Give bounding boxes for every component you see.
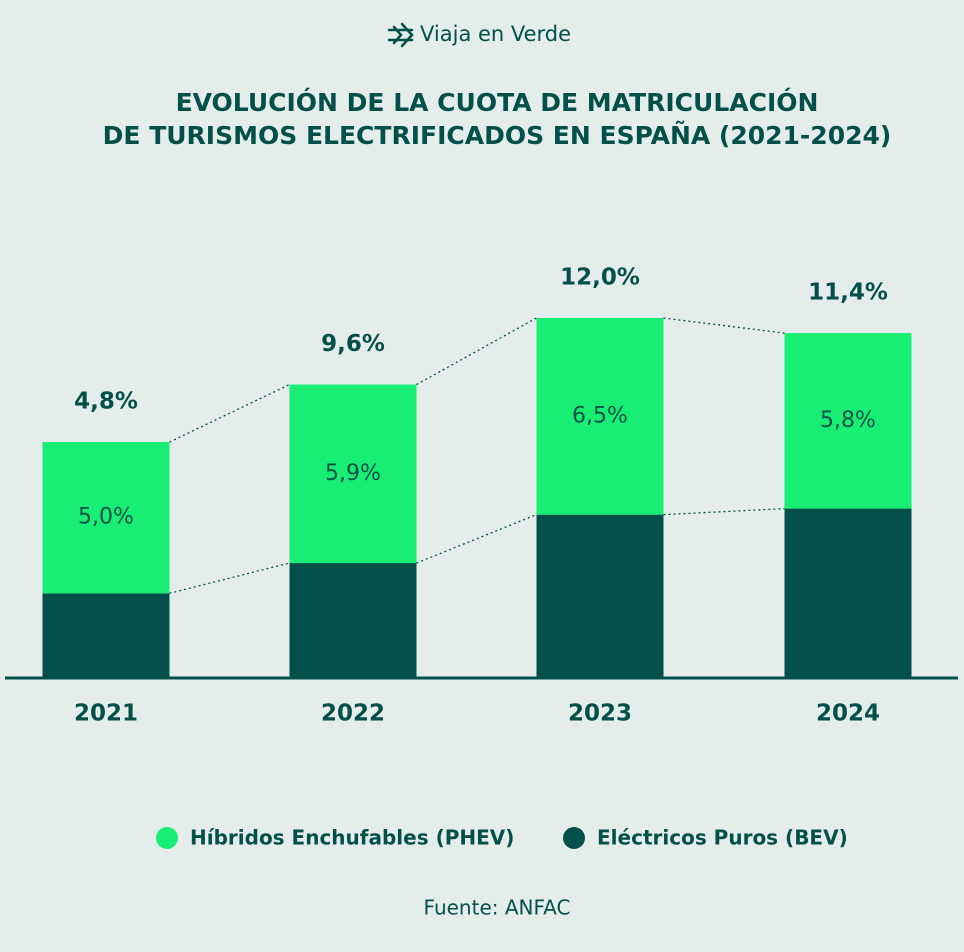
bar-segment <box>784 333 912 509</box>
x-tick-label: 2021 <box>74 701 138 727</box>
brand-logo <box>387 22 414 48</box>
legend-label: Híbridos Enchufables (PHEV) <box>190 826 514 850</box>
total-label: 9,6% <box>321 331 385 357</box>
segment-label: 5,0% <box>78 505 134 530</box>
segment-label: 3,8% <box>325 608 381 633</box>
chart-title: EVOLUCIÓN DE LA CUOTA DE MATRICULACIÓN <box>176 87 819 117</box>
bar-segment <box>536 318 664 515</box>
segment-label: 5,8% <box>820 408 876 433</box>
connector <box>416 514 537 564</box>
connector <box>663 317 785 334</box>
brand-name: Viaja en Verde <box>420 22 571 46</box>
legend-swatch <box>156 827 178 849</box>
x-tick-label: 2023 <box>568 701 632 727</box>
segment-label: 5,4% <box>572 583 628 608</box>
segment-label: 5,6% <box>820 580 876 605</box>
bar-segment <box>42 442 170 594</box>
bar-segment <box>42 593 170 678</box>
segment-label: 5,9% <box>325 461 381 486</box>
connector <box>169 562 290 594</box>
x-tick-label: 2022 <box>321 701 385 727</box>
segment-label: 6,5% <box>572 403 628 428</box>
legend-label: Eléctricos Puros (BEV) <box>597 826 848 850</box>
segment-label: 2,8% <box>78 623 134 648</box>
connector <box>169 383 290 443</box>
x-tick-label: 2024 <box>816 701 880 727</box>
legend-swatch <box>563 827 585 849</box>
chart-title: DE TURISMOS ELECTRIFICADOS EN ESPAÑA (20… <box>103 121 892 150</box>
bar-segment <box>784 508 912 678</box>
total-label: 12,0% <box>560 265 640 291</box>
bar-segment <box>289 384 417 564</box>
total-label: 4,8% <box>74 389 138 415</box>
bar-segment <box>536 514 664 678</box>
total-label: 11,4% <box>808 280 888 306</box>
connector <box>663 507 785 516</box>
source: Fuente: ANFAC <box>424 896 571 920</box>
bar-segment <box>289 563 417 678</box>
